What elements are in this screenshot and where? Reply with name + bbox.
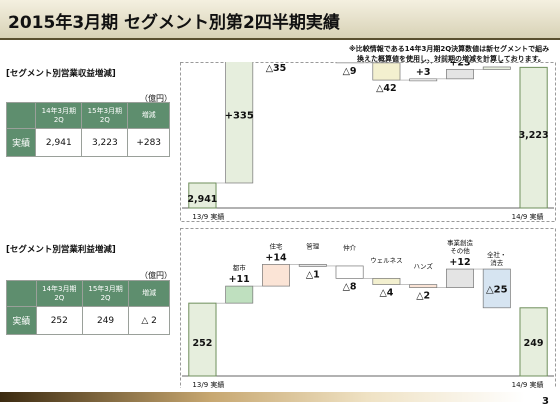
segment-bar-1: [225, 285, 254, 304]
table-header-cell: 増減: [128, 280, 170, 307]
start-bar: [188, 302, 217, 377]
segment-bar-5: [372, 62, 401, 81]
table-header-cell: 増減: [127, 102, 170, 129]
segment-category-label: 仲介: [343, 243, 357, 252]
segment-bar-8: [482, 66, 511, 70]
segment-value-label: +12: [449, 257, 470, 268]
table-cell: △ 2: [128, 306, 170, 335]
end-value-label: 3,223: [519, 130, 549, 141]
segment-bar-5: [372, 277, 401, 285]
segment-category-label: 都市: [233, 263, 247, 272]
segment-category-label: 消去: [490, 258, 504, 267]
segment-value-label: △8: [343, 281, 357, 292]
table-cell: +283: [127, 128, 170, 157]
segment-value-label: △9: [343, 66, 357, 77]
segment-category-label: ハンズ: [414, 262, 434, 271]
table-header-cell: 14年3月期 2Q: [35, 102, 83, 129]
chart-frame: [180, 62, 556, 222]
segment-value-label: +11: [229, 274, 250, 285]
table-header-cell: [5, 102, 37, 129]
segment-value-label: △35: [266, 63, 287, 74]
segment-category-label: 事業創造: [447, 238, 474, 247]
end-category-label: 14/9 実績: [512, 212, 544, 221]
segment-category-label: 全社・: [487, 250, 507, 259]
segment-value-label: +23: [449, 62, 470, 68]
segment-bar-1: [225, 62, 254, 184]
table-cell: 2,941: [35, 128, 83, 157]
start-category-label: 13/9 実績: [192, 212, 224, 221]
table-row-label: 実績: [5, 128, 37, 157]
table-header-cell: 14年3月期 2Q: [35, 280, 83, 307]
page-title: 2015年3月期 セグメント別第2四半期実績: [8, 13, 340, 33]
start-bar: [188, 182, 217, 209]
table-header-cell: 15年3月期 2Q: [81, 280, 130, 307]
title-bar: [0, 0, 560, 40]
table-cell: 3,223: [81, 128, 129, 157]
segment-bar-4: [335, 265, 364, 279]
segment-value-label: △42: [376, 83, 397, 94]
segment-value-label: +3: [416, 67, 431, 78]
segment-category-label: その他: [450, 246, 470, 255]
profit-waterfall-chart: 252 13/9 実績 都市 +11 住宅 +14 管理 △1 仲介 △8 ウェルネス △4 ハンズ △2…: [180, 228, 556, 390]
segment-bar-4: [335, 62, 364, 64]
segment-bar-2: [262, 264, 290, 287]
segment-value-label: △4: [379, 288, 393, 299]
segment-category-label: ウェルネス: [370, 256, 403, 264]
start-value-label: 252: [192, 338, 212, 349]
table-header-cell: [6, 280, 37, 307]
segment-value-label: +14: [265, 252, 287, 263]
page-number: 3: [542, 396, 549, 407]
table-cell: 249: [81, 306, 130, 335]
chart-frame: [180, 228, 556, 390]
segment-bar-6: [409, 284, 438, 288]
note-line-1: ※比較情報である14年3月期2Q決算数値は新セグメントで組み: [349, 45, 550, 53]
segment-category-label: ハンズ: [414, 62, 434, 65]
segment-value-label: +6: [490, 62, 505, 66]
segment-value-label: +335: [225, 110, 254, 121]
table-row-label: 実績: [6, 306, 37, 335]
revenue-summary-table: 14年3月期 2Q 15年3月期 2Q 増減 実績 2,941 3,223 +2…: [5, 102, 170, 157]
end-category-label: 14/9 実績: [512, 380, 544, 389]
revenue-section-heading: [セグメント別営業収益増減]: [6, 69, 116, 79]
profit-summary-table: 14年3月期 2Q 15年3月期 2Q 増減 実績 252 249 △ 2: [6, 280, 170, 335]
segment-value-label: △1: [306, 269, 320, 280]
table-cell: 252: [35, 306, 83, 335]
segment-bar-3: [298, 264, 327, 267]
revenue-unit: （億円）: [140, 94, 172, 103]
start-category-label: 13/9 実績: [192, 380, 224, 389]
end-bar: [519, 307, 548, 377]
end-value-label: 249: [524, 338, 544, 349]
profit-unit: （億円）: [140, 271, 172, 280]
segment-value-label: △25: [486, 284, 508, 295]
segment-bar-7: [446, 69, 474, 80]
profit-section-heading: [セグメント別営業利益増減]: [6, 245, 116, 255]
segment-value-label: △2: [416, 291, 430, 302]
segment-bar-8: [482, 268, 511, 309]
start-value-label: 2,941: [187, 194, 217, 205]
segment-bar-6: [409, 78, 438, 82]
segment-bar-7: [446, 268, 474, 288]
note-line-2: 換えた概算値を使用し、対前期の増減を計算しております。: [357, 55, 545, 63]
table-header-cell: 15年3月期 2Q: [81, 102, 129, 129]
end-bar: [519, 66, 548, 209]
segment-category-label: 管理: [306, 241, 320, 250]
segment-category-label: 住宅: [270, 241, 284, 250]
footer-decorative-band: [0, 392, 525, 402]
